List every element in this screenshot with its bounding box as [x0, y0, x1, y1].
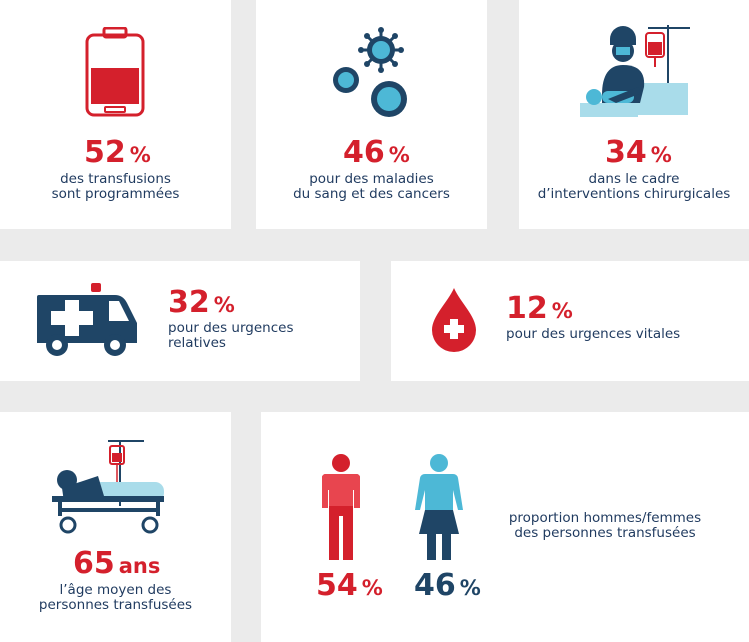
stat-unit: % [361, 576, 383, 600]
card-gender [261, 412, 749, 642]
surgeon-icon [580, 25, 690, 117]
woman-icon [415, 454, 463, 560]
stat-relative-emergency: 32 % [168, 288, 235, 318]
stat-average-age: 65 ans [73, 549, 160, 579]
stat-label: des transfusions sont programmées [51, 171, 180, 202]
blood-bag-icon [85, 27, 145, 117]
ambulance-icon [37, 283, 137, 356]
stat-unit: % [213, 293, 235, 317]
cells-icon [333, 27, 407, 117]
stat-label: pour des urgences relatives [168, 320, 294, 351]
stat-unit: % [129, 143, 151, 167]
card-blood-cancer [256, 0, 487, 229]
stat-women: 46 % [414, 571, 481, 601]
stat-unit: ans [118, 554, 161, 578]
stat-value: 46 [343, 135, 385, 170]
stat-men: 54 % [316, 571, 383, 601]
stat-value: 32 [168, 285, 210, 320]
stat-unit: % [459, 576, 481, 600]
blood-drop-cross-icon [432, 288, 476, 352]
stat-programmed: 52 % [84, 138, 151, 168]
stat-vital-emergency: 12 % [506, 294, 573, 324]
patient-bed-icon [52, 440, 164, 534]
stat-unit: % [551, 299, 573, 323]
stat-surgery: 34 % [605, 138, 672, 168]
stat-value: 52 [84, 135, 126, 170]
stat-value: 34 [605, 135, 647, 170]
stat-value: 65 [73, 546, 115, 581]
stat-value: 46 [414, 568, 456, 603]
stat-label: pour des urgences vitales [506, 326, 681, 342]
stat-label: pour des maladies du sang et des cancers [293, 171, 450, 202]
stat-label: l’âge moyen des personnes transfusées [38, 582, 193, 613]
stat-unit: % [650, 143, 672, 167]
stat-unit: % [388, 143, 410, 167]
stat-label: dans le cadre d’interventions chirurgica… [537, 171, 731, 202]
stat-blood-cancer: 46 % [343, 138, 410, 168]
card-average-age [0, 412, 231, 642]
stat-value: 12 [506, 291, 548, 326]
stat-value: 54 [316, 568, 358, 603]
stat-label: proportion hommes/femmes des personnes t… [508, 510, 702, 541]
man-icon [322, 454, 360, 560]
